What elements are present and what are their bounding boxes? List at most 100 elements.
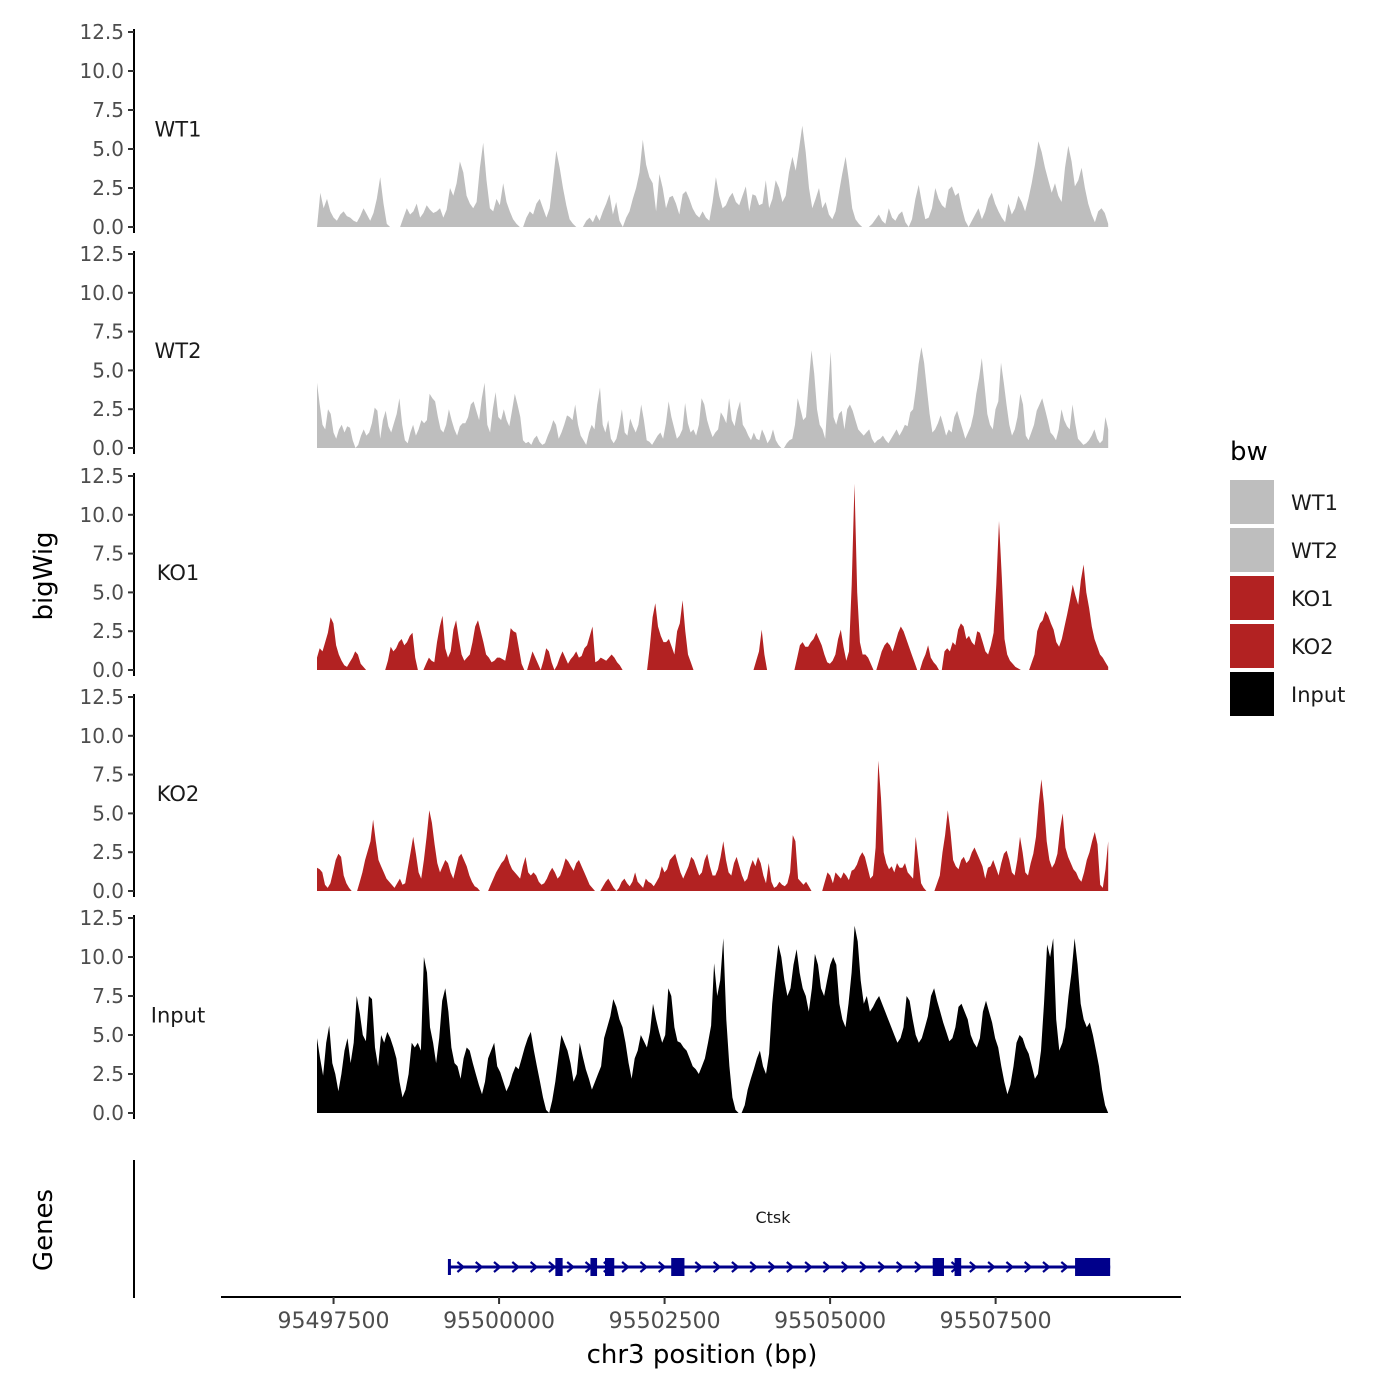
y-tick-label: 12.5 bbox=[79, 685, 124, 709]
track-label-ko1: KO1 bbox=[157, 561, 200, 585]
gene-exon bbox=[671, 1258, 685, 1276]
legend-swatch-wt1 bbox=[1230, 480, 1274, 524]
gene-exon bbox=[954, 1258, 962, 1276]
gene-exon bbox=[555, 1258, 563, 1276]
y-tick-label: 10.0 bbox=[79, 59, 124, 83]
strand-arrow bbox=[840, 1261, 850, 1273]
gene-track-title: Genes bbox=[29, 1189, 59, 1271]
legend-label-ko1: KO1 bbox=[1291, 587, 1334, 611]
coverage-area-wt2 bbox=[317, 347, 1109, 448]
x-tick-label: 95497500 bbox=[278, 1309, 390, 1334]
strand-arrow bbox=[474, 1261, 484, 1273]
y-tick-label: 7.5 bbox=[92, 763, 124, 787]
legend-label-wt1: WT1 bbox=[1291, 491, 1338, 515]
y-tick-label: 12.5 bbox=[79, 242, 124, 266]
x-tick-label: 95502500 bbox=[609, 1309, 721, 1334]
track-label-wt2: WT2 bbox=[155, 339, 202, 363]
strand-arrow bbox=[877, 1261, 887, 1273]
y-tick-label: 7.5 bbox=[92, 542, 124, 566]
strand-arrow bbox=[639, 1261, 649, 1273]
y-tick-label: 5.0 bbox=[92, 801, 124, 825]
strand-arrow bbox=[1023, 1261, 1033, 1273]
y-tick-label: 7.5 bbox=[92, 98, 124, 122]
x-tick-label: 95505000 bbox=[774, 1309, 886, 1334]
y-tick-label: 10.0 bbox=[79, 503, 124, 527]
y-tick-label: 10.0 bbox=[79, 945, 124, 969]
track-label-input: Input bbox=[151, 1004, 205, 1028]
track-ko2: 0.0 2.5 5.0 7.5 10.0 12.5 KO2 bbox=[79, 685, 1109, 903]
y-tick-label: 0.0 bbox=[92, 215, 124, 239]
gene-exon bbox=[605, 1258, 615, 1276]
y-tick-label: 0.0 bbox=[92, 436, 124, 460]
y-tick-label: 2.5 bbox=[92, 619, 124, 643]
track-wt1: 0.0 2.5 5.0 7.5 10.0 12.5 WT1 bbox=[79, 20, 1109, 239]
y-tick-label: 5.0 bbox=[92, 580, 124, 604]
y-tick-label: 12.5 bbox=[79, 906, 124, 930]
strand-arrow bbox=[969, 1261, 978, 1273]
x-tick-label: 95507500 bbox=[940, 1309, 1052, 1334]
y-tick-label: 0.0 bbox=[92, 658, 124, 682]
legend-swatch-ko1 bbox=[1230, 576, 1274, 620]
strand-arrow bbox=[694, 1261, 704, 1273]
legend-title: bw bbox=[1230, 437, 1268, 467]
strand-arrow bbox=[548, 1261, 557, 1273]
y-tick-label: 7.5 bbox=[92, 984, 124, 1008]
strand-arrow bbox=[859, 1261, 868, 1273]
y-tick-label: 12.5 bbox=[79, 20, 124, 44]
gene-exon bbox=[932, 1258, 944, 1276]
x-axis-title: chr3 position (bp) bbox=[587, 1340, 818, 1370]
gene-name-label: Ctsk bbox=[755, 1208, 791, 1227]
legend-label-wt2: WT2 bbox=[1291, 539, 1338, 563]
y-tick-label: 7.5 bbox=[92, 320, 124, 344]
coverage-area-ko1 bbox=[317, 483, 1109, 670]
strand-arrow bbox=[529, 1261, 539, 1273]
y-tick-label: 5.0 bbox=[92, 358, 124, 382]
strand-arrow bbox=[566, 1261, 575, 1273]
strand-arrow bbox=[914, 1261, 923, 1273]
strand-arrow bbox=[895, 1261, 905, 1273]
strand-arrow bbox=[749, 1261, 758, 1273]
coverage-area-ko2 bbox=[317, 760, 1109, 891]
strand-arrow bbox=[987, 1261, 996, 1273]
y-tick-label: 10.0 bbox=[79, 724, 124, 748]
strand-arrow bbox=[804, 1261, 813, 1273]
track-label-wt1: WT1 bbox=[155, 118, 202, 142]
y-tick-label: 0.0 bbox=[92, 879, 124, 903]
strand-arrow bbox=[1042, 1261, 1051, 1273]
strand-arrow bbox=[456, 1261, 466, 1273]
track-input: 0.0 2.5 5.0 7.5 10.0 12.5 Input bbox=[79, 906, 1109, 1125]
strand-arrow bbox=[731, 1261, 740, 1273]
legend-swatch-ko2 bbox=[1230, 624, 1274, 668]
gene-track-panel: Ctsk bbox=[133, 1160, 1111, 1298]
strand-arrow bbox=[621, 1261, 630, 1273]
legend-label-ko2: KO2 bbox=[1291, 635, 1334, 659]
gene-exon bbox=[1075, 1258, 1111, 1276]
y-tick-label: 2.5 bbox=[92, 176, 124, 200]
x-tick-label: 95500000 bbox=[443, 1309, 555, 1334]
legend-label-input: Input bbox=[1291, 683, 1345, 707]
y-tick-label: 5.0 bbox=[92, 137, 124, 161]
y-tick-label: 5.0 bbox=[92, 1023, 124, 1047]
strand-arrow bbox=[493, 1261, 502, 1273]
track-wt2: 0.0 2.5 5.0 7.5 10.0 12.5 WT2 bbox=[79, 242, 1109, 460]
y-tick-label: 10.0 bbox=[79, 281, 124, 305]
y-tick-label: 2.5 bbox=[92, 1062, 124, 1086]
strand-arrow bbox=[1060, 1261, 1070, 1273]
y-axis-title: bigWig bbox=[29, 531, 59, 620]
strand-arrow bbox=[767, 1261, 777, 1273]
x-axis: 95497500 95500000 95502500 95505000 95507500 bbox=[221, 1296, 1181, 1334]
coverage-area-input bbox=[317, 925, 1109, 1113]
track-ko1: 0.0 2.5 5.0 7.5 10.0 12.5 KO1 bbox=[79, 464, 1109, 682]
strand-arrow bbox=[657, 1261, 667, 1273]
legend: bw WT1 WT2 KO1 KO2 Input bbox=[1230, 437, 1345, 716]
y-tick-label: 2.5 bbox=[92, 397, 124, 421]
gene-exon bbox=[590, 1258, 598, 1276]
strand-arrow bbox=[786, 1261, 795, 1273]
strand-arrow bbox=[712, 1261, 722, 1273]
track-label-ko2: KO2 bbox=[157, 782, 200, 806]
coverage-area-wt1 bbox=[317, 125, 1109, 227]
legend-swatch-input bbox=[1230, 672, 1274, 716]
y-tick-label: 12.5 bbox=[79, 464, 124, 488]
